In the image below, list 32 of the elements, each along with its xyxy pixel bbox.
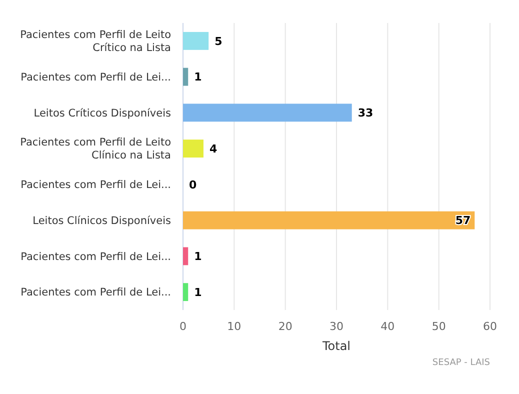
y-tick-label: Leitos Clínicos Disponíveis bbox=[32, 214, 171, 227]
x-tick-label: 10 bbox=[227, 320, 242, 333]
y-tick-label: Pacientes com Perfil de Lei... bbox=[20, 286, 171, 299]
x-tick-label: 40 bbox=[380, 320, 395, 333]
data-label: 4 bbox=[209, 142, 218, 156]
data-label: 1 bbox=[194, 286, 202, 299]
y-tick-label: Pacientes com Perfil de Leito Clínico na Lista bbox=[20, 136, 171, 162]
y-tick-label: Pacientes com Perfil de Lei... bbox=[20, 179, 171, 192]
data-label: 33 bbox=[358, 106, 374, 120]
bar bbox=[183, 32, 209, 50]
text: SESAP - LAIS bbox=[432, 358, 490, 368]
x-axis-title: Total bbox=[321, 339, 351, 353]
bar bbox=[183, 283, 188, 302]
y-tick-label: Pacientes com Perfil de Leito Crítico na Lista bbox=[20, 29, 171, 54]
data-label: 57 bbox=[455, 214, 471, 228]
y-tick-label: Pacientes com Perfil de Lei... bbox=[20, 71, 171, 84]
bar bbox=[183, 140, 204, 158]
y-tick-label: Leitos Críticos Disponíveis bbox=[34, 107, 171, 120]
bar bbox=[183, 211, 475, 230]
data-label: 5 bbox=[214, 34, 222, 48]
x-tick-label: 0 bbox=[180, 320, 186, 333]
y-tick-label: Pacientes com Perfil de Lei... bbox=[20, 250, 171, 263]
x-tick-label: 20 bbox=[278, 320, 292, 333]
bar bbox=[183, 247, 188, 266]
data-label: 1 bbox=[194, 70, 202, 84]
bar bbox=[183, 68, 188, 86]
x-tick-label: 50 bbox=[432, 320, 446, 333]
x-tick-label: 30 bbox=[330, 320, 344, 333]
data-label: 1 bbox=[194, 250, 202, 264]
x-tick-label: 60 bbox=[483, 320, 497, 333]
data-label: 0 bbox=[189, 178, 197, 192]
bar bbox=[183, 104, 352, 122]
